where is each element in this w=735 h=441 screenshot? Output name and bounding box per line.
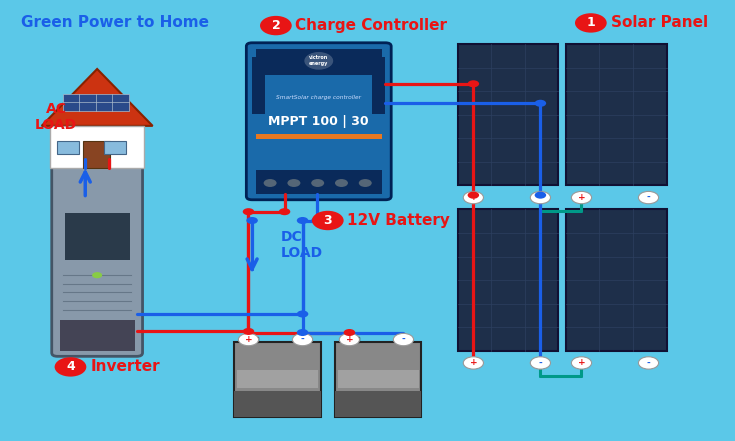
Bar (256, 134, 382, 139)
Circle shape (340, 333, 359, 346)
Circle shape (534, 100, 546, 107)
Text: -: - (647, 359, 650, 367)
Text: 1: 1 (587, 16, 595, 30)
Bar (60, 321, 135, 351)
Circle shape (243, 328, 254, 335)
Bar (245, 336, 258, 342)
Text: Inverter: Inverter (90, 359, 160, 374)
Text: -: - (539, 193, 542, 202)
Circle shape (279, 208, 290, 215)
Circle shape (312, 211, 344, 230)
FancyBboxPatch shape (457, 44, 559, 185)
Circle shape (393, 333, 414, 346)
Bar (83, 141, 110, 168)
Bar (335, 342, 421, 417)
FancyBboxPatch shape (51, 155, 143, 356)
Bar (62, 94, 129, 111)
FancyBboxPatch shape (65, 213, 129, 260)
Circle shape (571, 191, 592, 204)
Text: +: + (345, 335, 354, 344)
Text: SmartSolar charge controller: SmartSolar charge controller (276, 95, 362, 100)
Circle shape (534, 191, 546, 198)
Text: 2: 2 (271, 19, 280, 32)
FancyBboxPatch shape (246, 43, 391, 200)
Circle shape (571, 357, 592, 369)
Circle shape (260, 16, 292, 35)
Circle shape (311, 217, 323, 224)
Circle shape (92, 272, 102, 278)
Text: +: + (470, 193, 477, 202)
Bar (256, 49, 382, 75)
Circle shape (359, 179, 372, 187)
Circle shape (463, 191, 484, 204)
Circle shape (246, 217, 258, 224)
Circle shape (335, 179, 348, 187)
Bar (104, 141, 126, 154)
Bar (373, 57, 385, 114)
Bar (57, 141, 79, 154)
FancyBboxPatch shape (566, 209, 667, 351)
FancyBboxPatch shape (566, 44, 667, 185)
Circle shape (639, 191, 659, 204)
Circle shape (639, 357, 659, 369)
Circle shape (467, 80, 479, 87)
Circle shape (304, 52, 333, 70)
Text: -: - (539, 359, 542, 367)
Text: -: - (401, 335, 405, 344)
Circle shape (344, 329, 355, 336)
Text: AC
LOAD: AC LOAD (35, 102, 77, 132)
Circle shape (297, 217, 308, 224)
Text: Charge Controller: Charge Controller (295, 18, 448, 33)
Bar (395, 336, 409, 342)
Text: +: + (578, 193, 585, 202)
Circle shape (238, 333, 259, 346)
Bar (295, 336, 309, 342)
Text: 3: 3 (323, 214, 332, 227)
Circle shape (297, 329, 308, 336)
Bar (335, 391, 421, 417)
Text: +: + (578, 359, 585, 367)
Text: MPPT 100 | 30: MPPT 100 | 30 (268, 115, 369, 128)
Circle shape (287, 179, 301, 187)
Bar (338, 370, 419, 388)
Text: 12V Battery: 12V Battery (347, 213, 450, 228)
Circle shape (531, 191, 551, 204)
Bar (237, 370, 318, 388)
Bar (345, 336, 359, 342)
Text: -: - (647, 193, 650, 202)
Text: Solar Panel: Solar Panel (611, 15, 708, 30)
Circle shape (575, 13, 606, 33)
Circle shape (264, 179, 276, 187)
Circle shape (463, 357, 484, 369)
FancyBboxPatch shape (457, 209, 559, 351)
Text: victron
energy: victron energy (309, 56, 329, 66)
Circle shape (531, 357, 551, 369)
Text: +: + (245, 335, 252, 344)
Circle shape (311, 179, 324, 187)
Text: Green Power to Home: Green Power to Home (21, 15, 209, 30)
Circle shape (54, 357, 86, 377)
Bar (234, 342, 320, 417)
Bar (252, 57, 265, 114)
Circle shape (293, 333, 312, 346)
Circle shape (297, 310, 308, 318)
Bar (234, 391, 320, 417)
Circle shape (243, 208, 254, 215)
Text: 4: 4 (66, 360, 75, 374)
Text: DC
LOAD: DC LOAD (281, 230, 323, 260)
Text: -: - (301, 335, 304, 344)
Text: +: + (470, 359, 477, 367)
Bar (50, 126, 144, 168)
Polygon shape (42, 69, 153, 126)
Bar (256, 170, 382, 194)
Circle shape (467, 191, 479, 198)
